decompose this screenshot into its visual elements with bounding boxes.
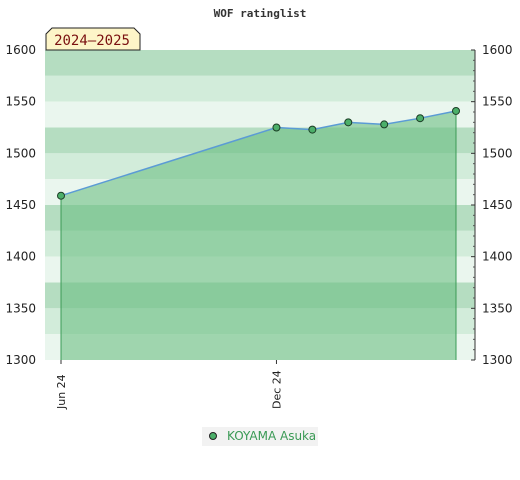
y-tick-label: 1450 (5, 198, 36, 212)
y-tick-label-right: 1600 (482, 43, 513, 57)
x-axis: Jun 24 Dec 24 (55, 360, 283, 410)
legend-box (202, 427, 318, 446)
legend-marker (209, 432, 217, 440)
series-markers (57, 106, 460, 200)
y-axis-left: 1300 1350 1400 1450 1500 1550 1600 (5, 43, 36, 367)
y-tick-label-right: 1550 (482, 95, 513, 109)
y-tick-label-right: 1500 (482, 146, 513, 160)
y-tick-label-right: 1450 (482, 198, 513, 212)
data-point (416, 114, 425, 123)
data-point (308, 125, 317, 134)
series-fill (61, 110, 456, 360)
data-point (272, 123, 281, 132)
y-tick-label: 1300 (5, 353, 36, 367)
x-tick-label: Dec 24 (270, 370, 283, 409)
y-tick-label: 1550 (5, 95, 36, 109)
y-tick-label: 1600 (5, 43, 36, 57)
year-badge: 2024–2025 (45, 27, 141, 51)
year-badge-label: 2024–2025 (54, 33, 130, 49)
y-tick-label-right: 1400 (482, 250, 513, 264)
y-tick-label-right: 1350 (482, 301, 513, 315)
data-point (57, 191, 65, 200)
year-badge-box (45, 27, 141, 51)
x-tick-label: Jun 24 (55, 374, 68, 410)
data-point (344, 118, 353, 127)
chart-title: WOF ratinglist (214, 7, 307, 20)
y-tick-label: 1350 (5, 301, 36, 315)
y-axis-right: 1300 1350 1400 1450 1500 1550 1600 (471, 43, 513, 367)
grid-band (45, 75, 475, 102)
y-tick-label: 1400 (5, 250, 36, 264)
grid-band (45, 50, 475, 76)
legend-label: KOYAMA Asuka (227, 429, 316, 443)
y-tick-label-right: 1300 (482, 353, 513, 367)
legend[interactable]: KOYAMA Asuka (202, 427, 318, 446)
data-point (452, 106, 460, 115)
data-point (380, 120, 389, 129)
y-tick-label: 1500 (5, 146, 36, 160)
